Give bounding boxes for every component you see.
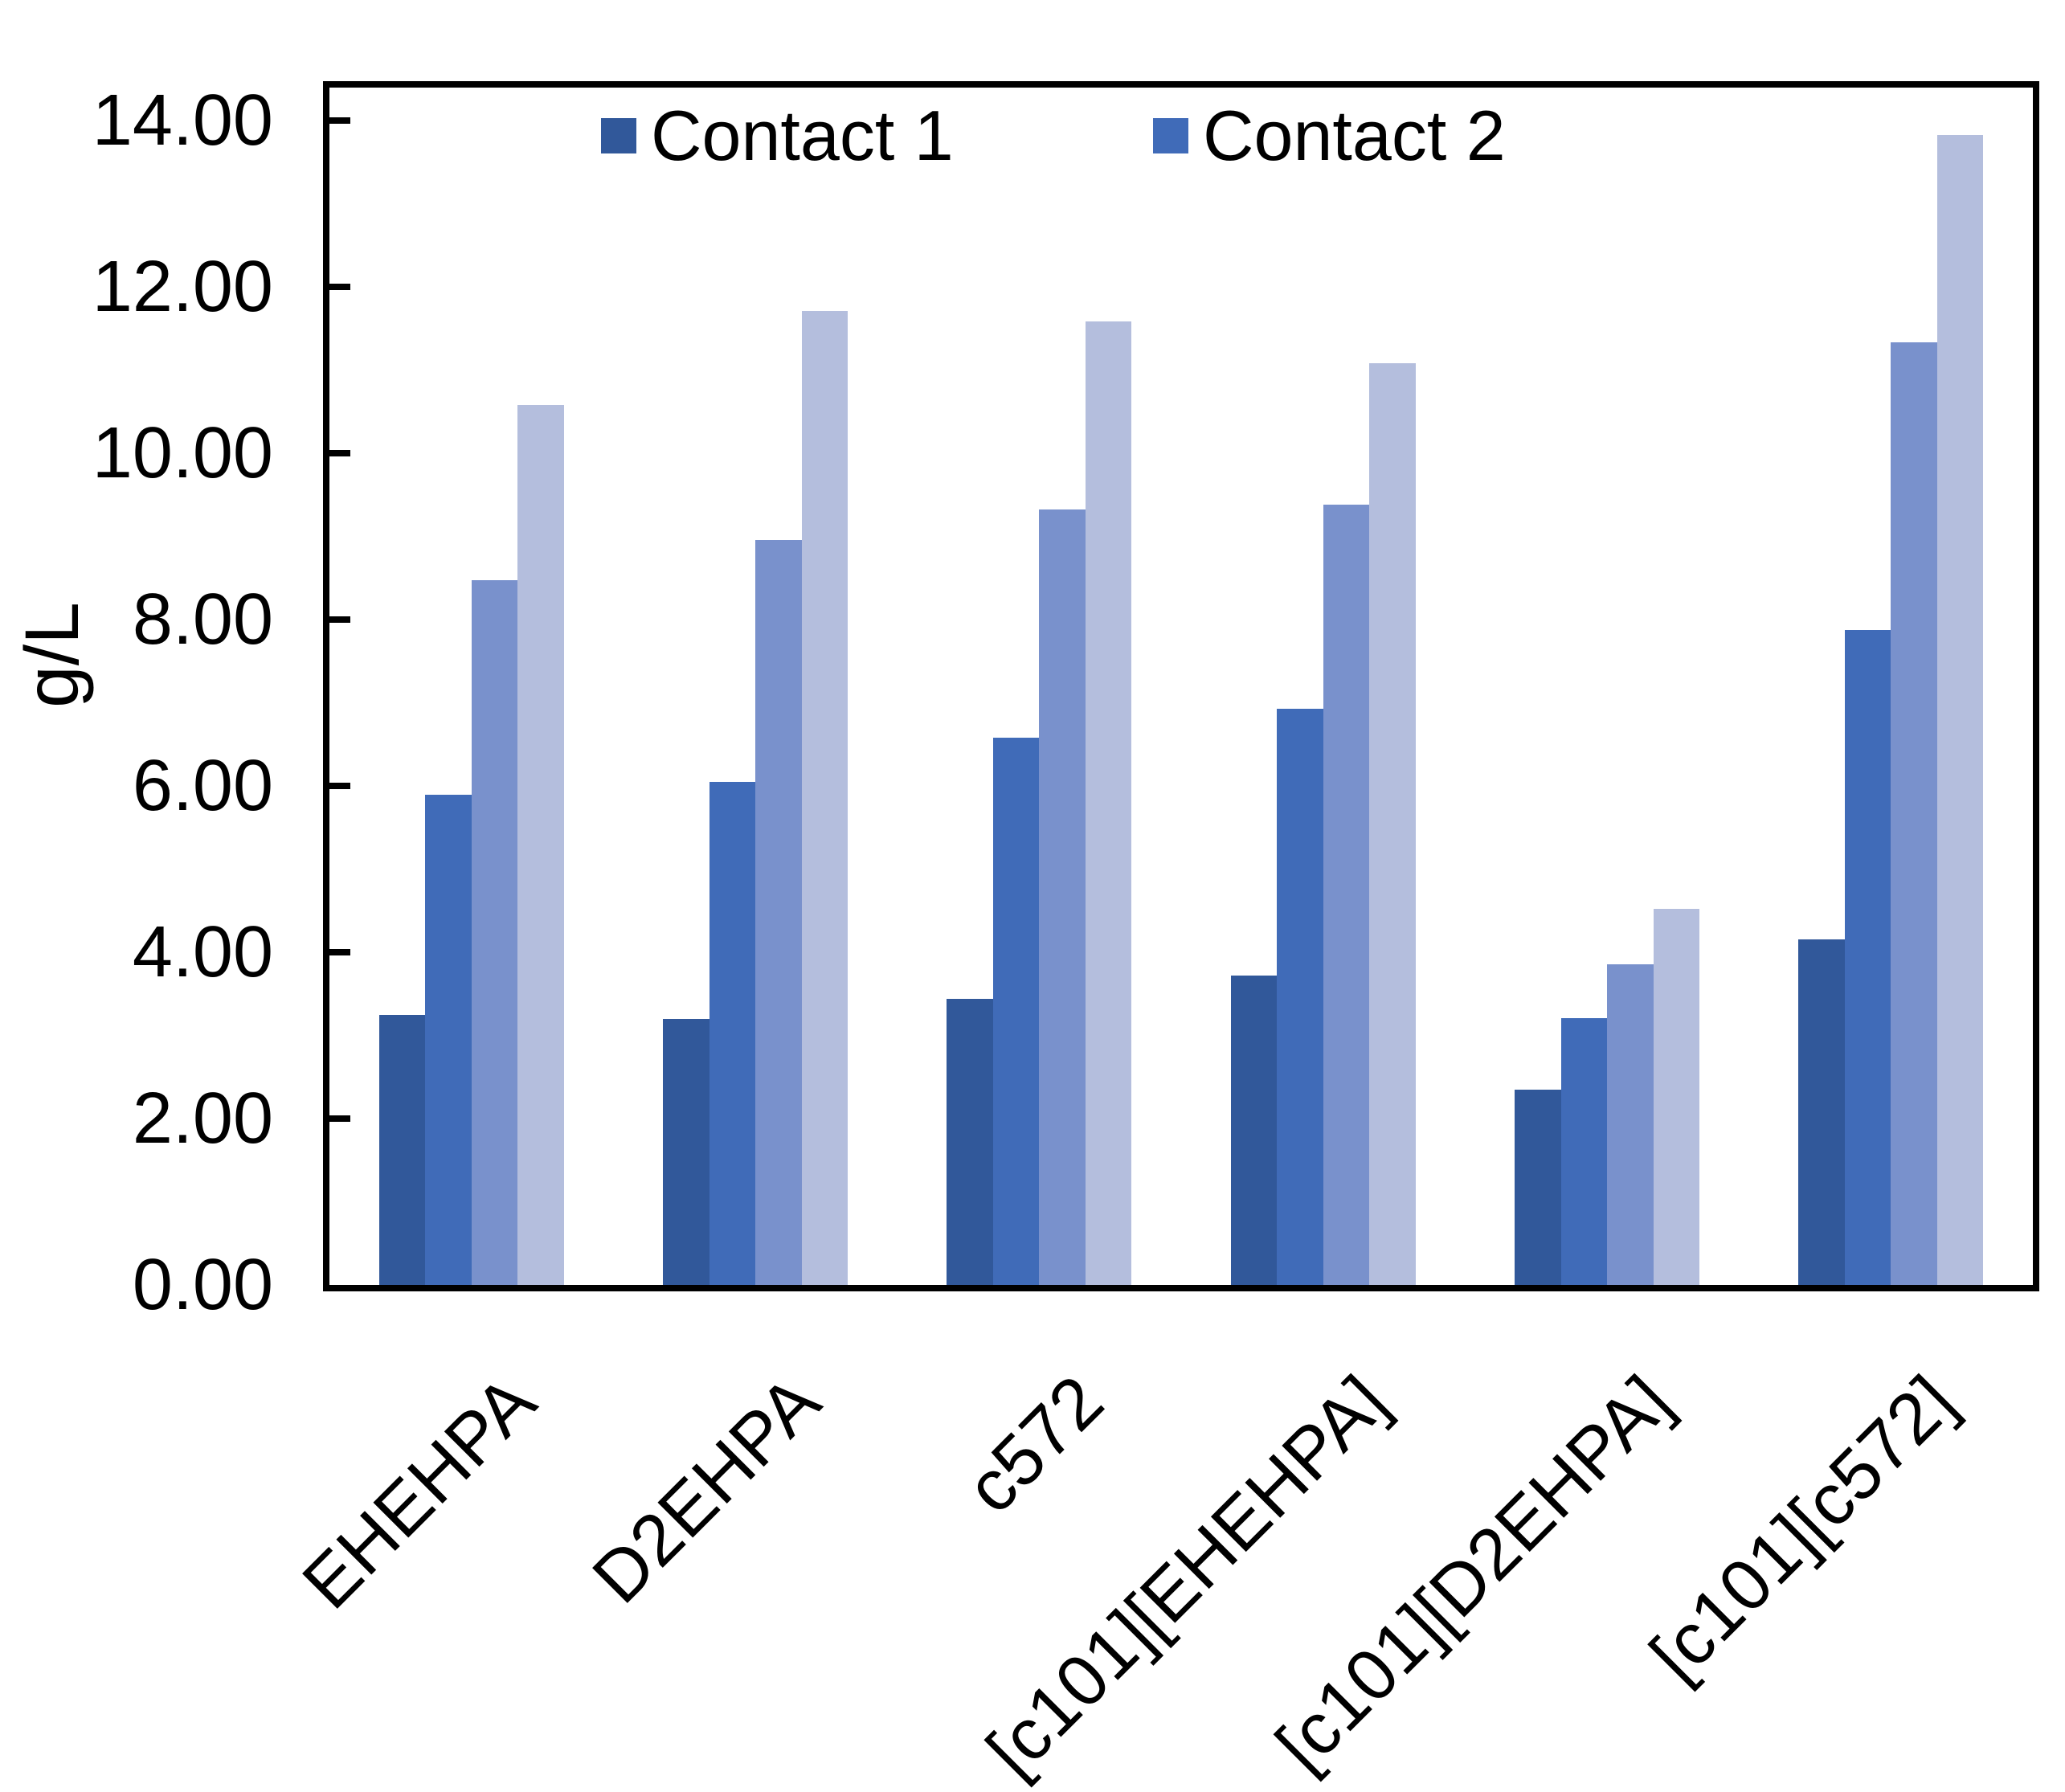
bar-[c101][D2EHPA]-series-1	[1515, 1089, 1561, 1285]
bar-[c101][D2EHPA]-series-3	[1607, 964, 1654, 1285]
legend-swatch-contact-1-icon	[601, 118, 636, 153]
y-tick-label-2.00: 2.00	[132, 1078, 273, 1160]
y-tick-mark-12.00	[329, 284, 350, 291]
y-tick-label-8.00: 8.00	[132, 579, 273, 661]
legend-item-contact-2: Contact 2	[1153, 99, 1506, 173]
bar-D2EHPA-series-4	[801, 311, 848, 1285]
plot-area: Contact 1 Contact 2	[323, 81, 2039, 1291]
bar-[c101][D2EHPA]-series-4	[1653, 909, 1699, 1285]
bar-c572-series-1	[947, 999, 993, 1285]
bar-[c101][c572]-series-4	[1936, 134, 1984, 1285]
bar-[c101][EHEHPA]-series-1	[1230, 976, 1278, 1285]
legend-swatch-contact-2-icon	[1153, 118, 1188, 153]
y-tick-label-0.00: 0.00	[132, 1245, 273, 1325]
y-tick-label-6.00: 6.00	[132, 746, 273, 827]
x-axis-label-D2EHPA: D2EHPA	[577, 1360, 836, 1619]
bar-[c101][c572]-series-1	[1798, 939, 1845, 1285]
y-tick-label-10.00: 10.00	[92, 413, 273, 494]
bar-[c101][c572]-series-3	[1891, 342, 1937, 1285]
y-tick-mark-4.00	[329, 949, 350, 956]
bar-EHEHPA-series-2	[425, 794, 472, 1285]
y-tick-mark-2.00	[329, 1115, 350, 1123]
y-tick-label-14.00: 14.00	[92, 80, 273, 162]
bar-D2EHPA-series-3	[755, 539, 802, 1285]
y-tick-mark-10.00	[329, 450, 350, 457]
legend-label-contact-1: Contact 1	[651, 96, 954, 175]
y-tick-mark-8.00	[329, 616, 350, 624]
bar-[c101][D2EHPA]-series-2	[1560, 1017, 1607, 1285]
bar-[c101][EHEHPA]-series-4	[1369, 362, 1416, 1285]
bar-chart: g/L Contact 1 Contact 2 0.00 2.00 4.00 6.00…	[10, 80, 2039, 1792]
x-axis-label-c572: c572	[951, 1360, 1119, 1529]
bar-EHEHPA-series-4	[517, 405, 564, 1285]
bar-EHEHPA-series-3	[471, 579, 518, 1285]
y-tick-mark-6.00	[329, 783, 350, 790]
y-tick-label-4.00: 4.00	[132, 912, 273, 993]
bar-D2EHPA-series-1	[663, 1018, 709, 1285]
bar-c572-series-3	[1039, 509, 1086, 1285]
bar-D2EHPA-series-2	[709, 782, 755, 1285]
bar-EHEHPA-series-1	[378, 1014, 426, 1285]
bar-[c101][EHEHPA]-series-3	[1323, 505, 1370, 1285]
x-axis-label-[c101][c572]: [c101][c572]	[1635, 1360, 1971, 1697]
y-tick-label-12.00: 12.00	[92, 247, 273, 328]
bar-[c101][EHEHPA]-series-2	[1277, 708, 1323, 1285]
bar-c572-series-2	[992, 738, 1040, 1285]
bar-[c101][c572]-series-2	[1844, 629, 1891, 1285]
bar-c572-series-4	[1085, 321, 1132, 1285]
legend-item-contact-1: Contact 1	[601, 99, 954, 173]
y-tick-mark-14.00	[329, 117, 350, 125]
x-axis-label-EHEHPA: EHEHPA	[288, 1360, 551, 1625]
legend-label-contact-2: Contact 2	[1203, 96, 1506, 175]
